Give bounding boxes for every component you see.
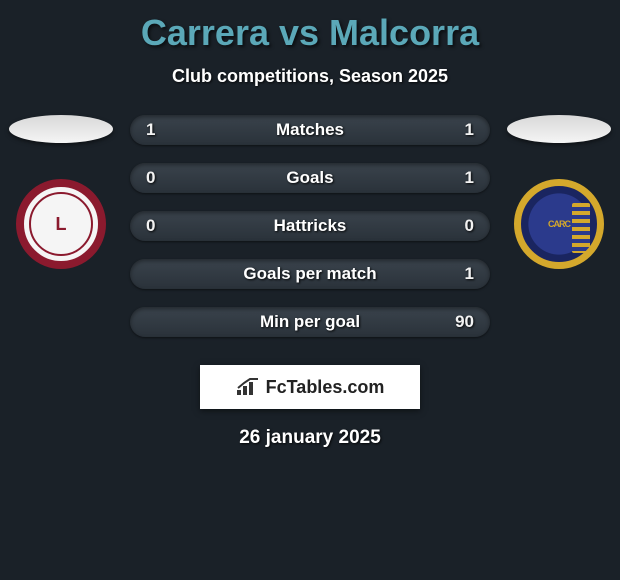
stat-right-value: 1: [454, 264, 474, 284]
stat-label: Goals per match: [243, 264, 376, 284]
left-side: L: [6, 115, 116, 269]
stat-row: Goals per match 1: [130, 259, 490, 289]
stat-row: 0 Hattricks 0: [130, 211, 490, 241]
stat-row: 1 Matches 1: [130, 115, 490, 145]
stat-left-value: 0: [146, 216, 166, 236]
brand-text: FcTables.com: [266, 377, 385, 398]
page-title: Carrera vs Malcorra: [0, 0, 620, 54]
stat-left-value: 1: [146, 120, 166, 140]
date-text: 26 january 2025: [0, 427, 620, 449]
badge-stripes: [572, 203, 590, 253]
stat-label: Hattricks: [274, 216, 347, 236]
right-platform: [507, 115, 611, 143]
stat-label: Matches: [276, 120, 344, 140]
stat-right-value: 1: [454, 168, 474, 188]
right-team-badge: CARC: [514, 179, 604, 269]
stat-right-value: 90: [454, 312, 474, 332]
left-platform: [9, 115, 113, 143]
stat-right-value: 0: [454, 216, 474, 236]
right-badge-text: CARC: [548, 219, 570, 229]
stat-label: Goals: [286, 168, 333, 188]
stat-label: Min per goal: [260, 312, 360, 332]
stat-row: Min per goal 90: [130, 307, 490, 337]
stat-right-value: 1: [454, 120, 474, 140]
right-side: CARC: [504, 115, 614, 269]
stat-row: 0 Goals 1: [130, 163, 490, 193]
left-badge-text: L: [56, 214, 67, 235]
brand-banner: FcTables.com: [200, 365, 420, 409]
stat-left-value: 0: [146, 168, 166, 188]
stat-bars: 1 Matches 1 0 Goals 1 0 Hattricks 0 Goal…: [130, 115, 490, 337]
chart-icon: [236, 378, 260, 396]
subtitle: Club competitions, Season 2025: [0, 66, 620, 87]
comparison-content: L 1 Matches 1 0 Goals 1 0 Hattricks 0 Go…: [0, 115, 620, 337]
left-team-badge: L: [16, 179, 106, 269]
